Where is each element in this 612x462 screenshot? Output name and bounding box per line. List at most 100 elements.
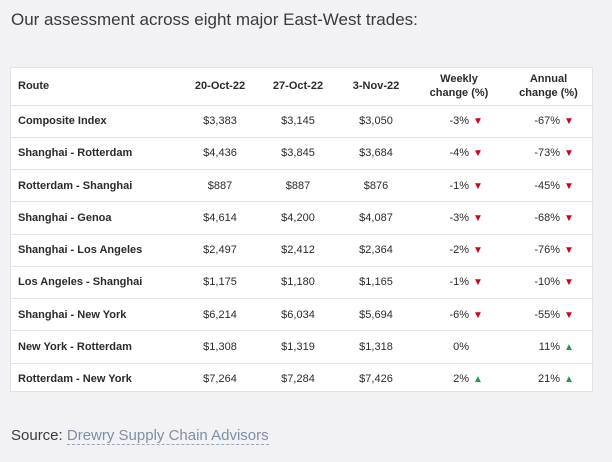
rate-date-2: $887 bbox=[259, 168, 337, 202]
header-weekly-line1: Weekly bbox=[440, 73, 478, 86]
rates-table: Route 20-Oct-22 27-Oct-22 3-Nov-22 Weekl… bbox=[11, 68, 594, 396]
down-triangle-icon: ▼ bbox=[473, 245, 483, 257]
annual-change-value: -55% bbox=[534, 308, 560, 321]
down-triangle-icon: ▼ bbox=[473, 212, 483, 224]
weekly-change: 0% bbox=[415, 330, 503, 363]
route-name: Shanghai - Los Angeles bbox=[11, 233, 181, 267]
rate-date-3: $2,364 bbox=[337, 233, 415, 267]
route-name: Composite Index bbox=[11, 104, 181, 138]
rate-date-1: $4,436 bbox=[181, 136, 259, 170]
up-triangle-icon: ▲ bbox=[473, 374, 483, 386]
weekly-change-value: -1% bbox=[449, 179, 469, 192]
down-triangle-icon: ▼ bbox=[564, 180, 574, 192]
weekly-change: -1% ▼ bbox=[415, 168, 503, 202]
weekly-change: -3% ▼ bbox=[415, 201, 503, 234]
source-label: Source: bbox=[11, 427, 63, 444]
weekly-change-value: 0% bbox=[453, 340, 469, 353]
rate-date-1: $7,264 bbox=[181, 362, 259, 396]
route-name: New York - Rotterdam bbox=[11, 330, 181, 363]
annual-change-value: 11% bbox=[538, 340, 560, 353]
header-weekly-change: Weekly change (%) bbox=[415, 68, 503, 105]
table-row: Composite Index $3,383 $3,145 $3,050 -3% ▼ -67… bbox=[11, 104, 594, 138]
annual-change-value: 21% bbox=[537, 373, 560, 386]
weekly-change-value: -3% bbox=[449, 211, 469, 224]
table-row: Shanghai - Genoa $4,614 $4,200 $4,087 -3% ▼ -6… bbox=[11, 201, 594, 234]
weekly-change-value: -2% bbox=[449, 244, 469, 257]
table-row: Rotterdam - New York $7,264 $7,284 $7,426 2%… bbox=[11, 362, 594, 396]
rate-date-2: $6,034 bbox=[259, 297, 337, 331]
table-row: Shanghai - Rotterdam $4,436 $3,845 $3,684 -4… bbox=[11, 136, 594, 170]
rate-date-3: $3,684 bbox=[337, 136, 415, 170]
up-triangle-icon: ▲ bbox=[564, 341, 574, 353]
route-name: Shanghai - Genoa bbox=[11, 201, 181, 234]
down-triangle-icon: ▼ bbox=[564, 116, 574, 128]
annual-change: -67% ▼ bbox=[503, 104, 594, 138]
header-date-2: 27-Oct-22 bbox=[272, 80, 324, 93]
up-triangle-icon: ▲ bbox=[564, 374, 574, 386]
rate-date-2: $4,200 bbox=[259, 201, 337, 234]
down-triangle-icon: ▼ bbox=[564, 309, 574, 321]
annual-change-value: -45% bbox=[534, 179, 560, 192]
header-annual-change: Annual change (%) bbox=[503, 68, 594, 105]
annual-change: -45% ▼ bbox=[503, 168, 594, 202]
weekly-change-value: -3% bbox=[449, 115, 469, 128]
route-name: Shanghai - New York bbox=[11, 297, 181, 331]
rate-date-2: $7,284 bbox=[259, 362, 337, 396]
rate-date-1: $887 bbox=[181, 168, 259, 202]
annual-change-value: -73% bbox=[534, 147, 560, 160]
rate-date-3: $876 bbox=[337, 168, 415, 202]
rate-date-2: $1,180 bbox=[259, 265, 337, 299]
table-row: New York - Rotterdam $1,308 $1,319 $1,318 0%… bbox=[11, 330, 594, 363]
rate-date-1: $4,614 bbox=[181, 201, 259, 234]
rate-date-2: $2,412 bbox=[259, 233, 337, 267]
annual-change: -68% ▼ bbox=[503, 201, 594, 234]
annual-change: -73% ▼ bbox=[503, 136, 594, 170]
route-name: Los Angeles - Shanghai bbox=[11, 265, 181, 299]
rate-date-3: $1,318 bbox=[337, 330, 415, 363]
weekly-change: -6% ▼ bbox=[415, 297, 503, 331]
down-triangle-icon: ▼ bbox=[473, 116, 483, 128]
header-annual-line1: Annual bbox=[529, 73, 568, 86]
header-annual-line2: change (%) bbox=[519, 87, 578, 100]
weekly-change-value: 2% bbox=[453, 373, 469, 386]
rate-date-3: $4,087 bbox=[337, 201, 415, 234]
rate-date-3: $3,050 bbox=[337, 104, 415, 138]
header-weekly-line2: change (%) bbox=[429, 87, 489, 100]
down-triangle-icon: ▼ bbox=[564, 148, 574, 160]
source-line: Source: Drewry Supply Chain Advisors bbox=[11, 427, 269, 445]
weekly-change: -3% ▼ bbox=[415, 104, 503, 138]
route-name: Shanghai - Rotterdam bbox=[11, 136, 181, 170]
down-triangle-icon: ▼ bbox=[564, 277, 574, 289]
rate-date-3: $1,165 bbox=[337, 265, 415, 299]
annual-change: -55% ▼ bbox=[503, 297, 594, 331]
weekly-change: -2% ▼ bbox=[415, 233, 503, 267]
annual-change-value: -67% bbox=[534, 115, 560, 128]
table-row: Los Angeles - Shanghai $1,175 $1,180 $1,165… bbox=[11, 265, 594, 299]
source-link[interactable]: Drewry Supply Chain Advisors bbox=[66, 427, 269, 445]
header-date-3: 3-Nov-22 bbox=[352, 80, 400, 93]
annual-change-value: -10% bbox=[534, 276, 560, 289]
weekly-change: 2% ▲ bbox=[415, 362, 503, 396]
rate-date-3: $5,694 bbox=[337, 297, 415, 331]
weekly-change-value: -4% bbox=[449, 147, 469, 160]
rate-date-2: $3,845 bbox=[259, 136, 337, 170]
weekly-change-value: -6% bbox=[449, 308, 469, 321]
rate-date-1: $3,383 bbox=[181, 104, 259, 138]
rate-date-1: $1,175 bbox=[181, 265, 259, 299]
no-change-spacer bbox=[471, 342, 485, 353]
annual-change: 21% ▲ bbox=[503, 362, 594, 396]
rate-date-1: $6,214 bbox=[181, 297, 259, 331]
annual-change: -76% ▼ bbox=[503, 233, 594, 267]
annual-change-value: -68% bbox=[534, 211, 560, 224]
down-triangle-icon: ▼ bbox=[564, 212, 574, 224]
table-header-row: Route 20-Oct-22 27-Oct-22 3-Nov-22 Weekl… bbox=[11, 68, 594, 105]
down-triangle-icon: ▼ bbox=[473, 180, 483, 192]
route-name: Rotterdam - Shanghai bbox=[11, 168, 181, 202]
weekly-change-value: -1% bbox=[449, 276, 469, 289]
table-row: Shanghai - New York $6,214 $6,034 $5,694 -6%… bbox=[11, 297, 594, 331]
header-date-1: 20-Oct-22 bbox=[194, 80, 246, 93]
rate-date-2: $3,145 bbox=[259, 104, 337, 138]
rate-date-1: $2,497 bbox=[181, 233, 259, 267]
down-triangle-icon: ▼ bbox=[473, 148, 483, 160]
page-heading: Our assessment across eight major East-W… bbox=[11, 10, 418, 29]
